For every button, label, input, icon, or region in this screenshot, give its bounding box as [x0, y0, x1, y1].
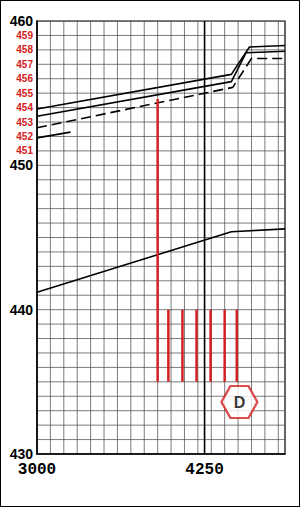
- svg-text:440: 440: [10, 302, 34, 318]
- svg-text:453: 453: [16, 117, 33, 128]
- svg-text:430: 430: [10, 446, 34, 462]
- svg-text:459: 459: [16, 30, 33, 41]
- svg-text:458: 458: [16, 44, 33, 55]
- svg-text:452: 452: [16, 131, 33, 142]
- svg-text:3000: 3000: [18, 461, 56, 479]
- svg-text:454: 454: [16, 102, 33, 113]
- svg-text:4250: 4250: [185, 461, 223, 479]
- svg-text:457: 457: [16, 59, 33, 70]
- svg-text:450: 450: [10, 157, 34, 173]
- svg-text:D: D: [234, 394, 246, 411]
- svg-text:456: 456: [16, 73, 33, 84]
- svg-text:455: 455: [16, 88, 33, 99]
- svg-text:451: 451: [16, 145, 33, 156]
- svg-text:460: 460: [10, 13, 34, 29]
